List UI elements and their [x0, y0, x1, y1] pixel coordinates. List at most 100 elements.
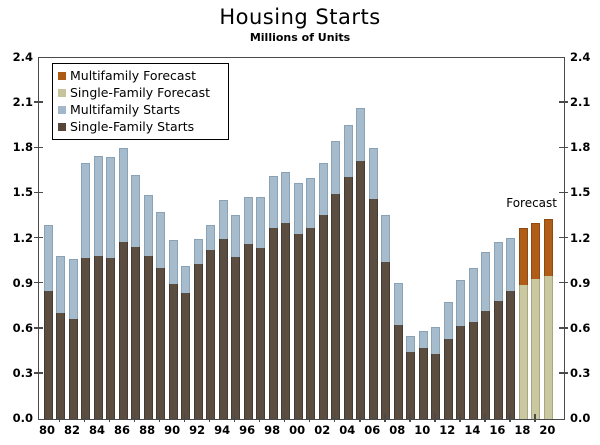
bar-2016-single-family-starts — [493, 301, 503, 419]
chart-legend: Multifamily Forecast Single-Family Foreca… — [52, 63, 229, 140]
x-tick-2015 — [484, 414, 486, 422]
bar-2020-multifamily-forecast — [543, 218, 553, 277]
y-axis-label-left-0.9: 0.9 — [12, 275, 33, 290]
bar-2009-single-family-starts — [406, 352, 416, 419]
y-tick-right-1.2 — [559, 236, 568, 239]
y-axis-label-left-0.0: 0.0 — [12, 411, 33, 425]
bar-2020-single-family-forecast — [543, 276, 553, 419]
bar-1985-multifamily-starts — [106, 157, 116, 258]
bar-2000-multifamily-starts — [293, 183, 303, 234]
x-tick-1993 — [208, 414, 211, 422]
bar-1997-single-family-starts — [256, 248, 266, 419]
bar-2016-multifamily-starts — [493, 242, 503, 302]
plot-area — [38, 57, 565, 420]
bar-2006-single-family-starts — [368, 198, 378, 419]
bar-1985-single-family-starts — [106, 257, 116, 419]
y-axis-label-left-2.4: 2.4 — [12, 50, 33, 64]
bar-1993-multifamily-starts — [206, 225, 216, 250]
x-axis-label-18: 18 — [514, 423, 531, 437]
bar-2003-single-family-starts — [331, 193, 341, 419]
bar-2006-multifamily-starts — [368, 148, 378, 199]
bar-1983-multifamily-starts — [81, 162, 91, 259]
bar-2000-single-family-starts — [293, 233, 303, 419]
bar-2014-multifamily-starts — [468, 268, 478, 322]
bar-2010-multifamily-starts — [418, 330, 428, 349]
bar-2003-multifamily-starts — [331, 141, 341, 194]
bar-2004-multifamily-starts — [343, 124, 353, 177]
legend-item-label: Multifamily Starts — [70, 102, 181, 117]
y-axis-label-left-1.5: 1.5 — [12, 185, 33, 200]
bar-1993-single-family-starts — [206, 249, 216, 419]
bar-2001-single-family-starts — [306, 227, 316, 419]
bar-1980-multifamily-starts — [43, 224, 53, 291]
x-tick-1983 — [83, 414, 86, 422]
bar-2013-single-family-starts — [456, 326, 466, 419]
x-axis-label-94: 94 — [214, 423, 231, 437]
x-axis-label-92: 92 — [189, 423, 206, 437]
bar-1982-single-family-starts — [68, 319, 78, 419]
page-title: Housing Starts — [219, 5, 381, 29]
x-axis-label-84: 84 — [89, 423, 106, 437]
x-tick-1995 — [233, 414, 236, 422]
bar-1990-multifamily-starts — [168, 239, 178, 285]
bar-1995-single-family-starts — [231, 257, 241, 419]
x-tick-2007 — [384, 414, 386, 422]
y-axis-label-right-2.1: 2.1 — [570, 95, 591, 110]
legend-swatch-multifamily-forecast-icon — [58, 71, 66, 80]
bar-1999-single-family-starts — [281, 223, 291, 419]
y-axis-label-left-2.1: 2.1 — [12, 95, 33, 110]
bar-2017-multifamily-starts — [506, 238, 516, 292]
bar-2011-multifamily-starts — [431, 327, 441, 355]
legend-item-label: Single-Family Starts — [70, 119, 195, 134]
forecast-annotation: Forecast — [506, 196, 557, 210]
x-tick-1987 — [133, 414, 136, 422]
bar-1996-multifamily-starts — [243, 196, 253, 245]
bar-2005-multifamily-starts — [356, 107, 366, 161]
x-tick-1989 — [158, 414, 161, 422]
bar-1990-single-family-starts — [168, 284, 178, 419]
x-axis-label-80: 80 — [38, 423, 55, 437]
bar-1982-multifamily-starts — [68, 259, 78, 320]
y-tick-left-2.1 — [34, 101, 43, 103]
bar-2018-multifamily-forecast — [518, 227, 528, 286]
y-tick-right-0.3 — [559, 372, 568, 374]
bar-2015-single-family-starts — [481, 311, 491, 419]
y-tick-right-2.1 — [559, 101, 568, 103]
x-tick-2005 — [359, 414, 361, 422]
legend-swatch-single-family-starts-icon — [58, 122, 66, 131]
x-axis-label-02: 02 — [314, 423, 331, 437]
x-axis-label-98: 98 — [264, 423, 281, 437]
bar-1983-single-family-starts — [81, 258, 91, 419]
bar-1988-multifamily-starts — [143, 195, 153, 257]
y-axis-label-left-0.3: 0.3 — [12, 365, 33, 380]
bar-2015-multifamily-starts — [481, 251, 491, 312]
bar-1991-multifamily-starts — [181, 266, 191, 293]
x-axis-label-14: 14 — [464, 423, 481, 437]
x-tick-2011 — [434, 414, 436, 422]
legend-item-single-family-forecast: Single-Family Forecast — [58, 84, 223, 101]
y-axis-label-right-2.4: 2.4 — [570, 50, 591, 64]
bar-2013-multifamily-starts — [456, 279, 466, 327]
x-axis-label-12: 12 — [439, 423, 456, 437]
bar-1992-multifamily-starts — [193, 238, 203, 265]
y-tick-right-1.8 — [559, 146, 568, 148]
bar-1980-single-family-starts — [43, 290, 53, 419]
bar-2002-multifamily-starts — [318, 162, 328, 215]
legend-swatch-single-family-forecast-icon — [58, 88, 66, 97]
bar-1999-multifamily-starts — [281, 172, 291, 224]
y-axis-label-right-1.2: 1.2 — [570, 230, 591, 245]
bar-1986-single-family-starts — [118, 241, 128, 419]
bar-1981-single-family-starts — [56, 312, 65, 419]
x-tick-1985 — [108, 414, 111, 422]
y-axis-label-right-0.0: 0.0 — [570, 411, 591, 425]
bar-1984-single-family-starts — [93, 255, 103, 419]
page-subtitle: Millions of Units — [249, 31, 351, 44]
bar-2008-single-family-starts — [393, 325, 403, 419]
x-tick-2013 — [459, 414, 461, 422]
bar-2012-single-family-starts — [443, 338, 453, 419]
bar-2007-multifamily-starts — [381, 215, 391, 262]
y-tick-left-1.2 — [34, 236, 43, 239]
x-axis-label-04: 04 — [339, 423, 356, 437]
bar-1998-single-family-starts — [268, 227, 278, 419]
